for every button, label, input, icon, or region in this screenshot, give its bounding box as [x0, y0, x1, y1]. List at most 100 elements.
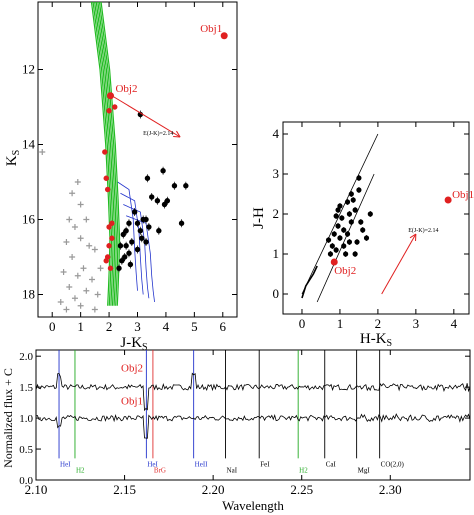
spectrum-obj1	[35, 413, 471, 439]
cmd-black-point	[119, 258, 125, 264]
spectra-line-label: CaI	[326, 460, 337, 468]
cmd-black-point	[149, 194, 155, 200]
cmd-red-point	[106, 243, 112, 249]
spectra-ytick-label: 1.5	[19, 382, 33, 394]
cmd-object-label: Obj1	[200, 23, 222, 35]
spectra-ytick-label: 2.0	[19, 351, 33, 363]
ccd-black-point	[352, 207, 358, 213]
cmd-black-point	[164, 198, 171, 204]
spectrum-label-obj2: Obj2	[121, 363, 143, 375]
cmd-reddening-arrowhead	[173, 130, 181, 138]
spectra-line-label: H2	[299, 467, 308, 475]
cmd-frame	[37, 1, 238, 318]
cmd-red-point	[107, 265, 114, 271]
spectra-xtick-label: 2.10	[25, 482, 48, 497]
ccd-xtick-label: 3	[413, 316, 420, 331]
cmd-isochrone-6	[100, 1, 121, 306]
ccd-object-obj2	[330, 258, 338, 266]
ccd-panel: Obj1 Obj2 0 1 2 3 4 0 1 2 3 4 E(J-K)=2.14 J-H H-KS	[251, 121, 474, 349]
cmd-track-0	[117, 181, 138, 291]
cmd-black-point	[123, 243, 129, 249]
cmd-grey-point	[86, 242, 93, 249]
spectra-panel: Obj2 Obj1 2.10 2.15 2.20 2.25 2.30 0.0 0.5 1.0 1.…	[1, 349, 471, 513]
spectra-line-label: HeI	[147, 460, 158, 468]
cmd-red-point	[109, 235, 115, 241]
cmd-black-point	[139, 235, 145, 241]
cmd-grey-point	[74, 179, 81, 185]
ccd-object-obj1	[444, 196, 452, 204]
ccd-black-point	[344, 231, 351, 237]
cmd-grey-point	[80, 265, 87, 272]
ccd-dwarf-locus	[301, 265, 318, 299]
cmd-object-label: Obj2	[115, 83, 137, 95]
spectra-xtick-label: 2.25	[290, 482, 313, 497]
cmd-isochrone-2	[94, 1, 114, 306]
ccd-black-point	[341, 227, 347, 233]
spectra-xtick-label: 2.15	[113, 482, 136, 497]
ccd-xtick-label: 0	[299, 316, 306, 331]
cmd-black-point	[116, 265, 122, 271]
ccd-black-point	[341, 243, 347, 249]
ccd-black-point	[331, 231, 337, 237]
cmd-black-point	[183, 183, 189, 189]
ccd-black-point	[348, 191, 354, 197]
cmd-ytick-label: 18	[22, 287, 35, 302]
cmd-red-point	[103, 175, 109, 181]
ccd-ytick-label: 0	[273, 286, 280, 301]
cmd-grey-point	[71, 224, 78, 230]
cmd-grey-point	[39, 149, 46, 155]
cmd-xtick-label: 6	[220, 319, 227, 334]
ccd-black-point	[346, 211, 353, 217]
ccd-black-point	[335, 207, 341, 213]
cmd-ytick-label: 14	[22, 137, 36, 152]
cmd-isochrone-1	[92, 1, 113, 306]
ccd-black-point	[356, 187, 362, 193]
ccd-xtick-label: 4	[451, 316, 458, 331]
spectrum-obj2	[35, 372, 471, 412]
cmd-red-point	[106, 224, 112, 230]
cmd-object-obj1	[220, 32, 228, 40]
cmd-black-point	[143, 239, 149, 245]
spectra-line-label: HeI	[60, 460, 71, 468]
spectra-ylabel: Normalized flux + C	[1, 368, 15, 468]
spectra-line-label: H2	[76, 467, 85, 475]
cmd-grey-point	[91, 306, 98, 313]
cmd-track-1	[120, 192, 144, 295]
cmd-xlabel: J-KS	[120, 335, 147, 353]
ccd-black-point	[327, 251, 334, 257]
cmd-isochrone-0	[90, 1, 111, 306]
ccd-black-point	[335, 223, 341, 229]
spectra-line-label: HeII	[195, 460, 208, 468]
cmd-reddening-label: E(J-K)=2.14	[143, 130, 173, 137]
spectra-frame	[35, 349, 471, 481]
cmd-grey-point	[83, 287, 90, 294]
cmd-black-point	[123, 228, 129, 234]
ccd-black-point	[356, 175, 362, 181]
cmd-black-point	[127, 261, 134, 268]
cmd-grey-point	[69, 254, 76, 260]
ccd-reddening-vector	[381, 233, 417, 295]
cmd-black-point	[131, 209, 138, 215]
spectra-line-label: MgI	[358, 467, 371, 475]
ccd-black-point	[337, 235, 343, 241]
cmd-black-point	[129, 239, 135, 245]
cmd-black-point	[144, 175, 151, 181]
cmd-grey-point	[74, 272, 81, 279]
ccd-black-point	[343, 251, 349, 257]
cmd-ytick-label: 16	[22, 212, 36, 227]
cmd-isochrone-4	[97, 1, 117, 306]
ccd-black-point	[325, 237, 332, 243]
ccd-black-point	[352, 251, 358, 257]
cmd-black-point	[126, 220, 132, 226]
spectra-line-label: NaI	[227, 467, 238, 475]
cmd-black-point	[146, 224, 152, 230]
cmd-grey-point	[66, 216, 73, 223]
cmd-grey-point	[69, 190, 76, 197]
cmd-reddening-vector	[111, 95, 181, 138]
ccd-ytick-label: 4	[273, 126, 280, 141]
cmd-xtick-label: 5	[191, 319, 198, 334]
ccd-black-point	[363, 235, 370, 241]
ccd-ytick-label: 2	[273, 206, 280, 221]
